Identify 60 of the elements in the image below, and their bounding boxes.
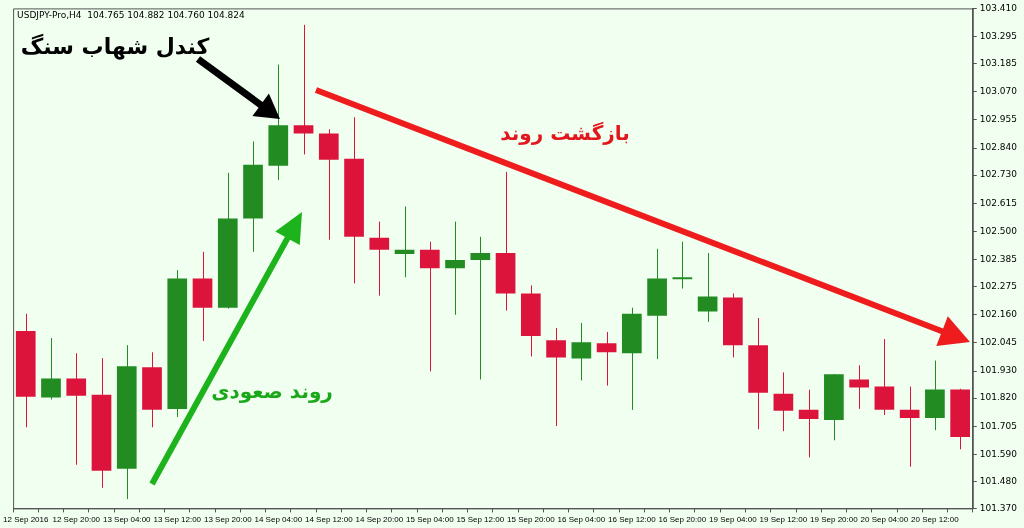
y-tick-label: 103.295 bbox=[979, 30, 1017, 41]
candlestick bbox=[419, 241, 440, 372]
x-tick-label: 13 Sep 20:00 bbox=[203, 515, 253, 525]
y-tick-label: 102.955 bbox=[979, 114, 1017, 125]
y-tick-label: 102.730 bbox=[979, 169, 1018, 180]
y-tick-label: 102.500 bbox=[979, 225, 1018, 236]
candlestick bbox=[66, 352, 87, 466]
x-tick-label: 16 Sep 04:00 bbox=[557, 515, 606, 525]
x-tick-label: 13 Sep 12:00 bbox=[153, 515, 202, 525]
candlestick bbox=[697, 252, 718, 323]
candlestick bbox=[672, 241, 693, 290]
y-tick-label: 102.615 bbox=[979, 197, 1017, 208]
y-tick-label: 102.045 bbox=[979, 337, 1017, 348]
candlestick bbox=[394, 205, 415, 278]
candlestick bbox=[874, 338, 895, 416]
x-tick-label: 19 Sep 12:00 bbox=[759, 515, 808, 525]
x-tick-label: 15 Sep 20:00 bbox=[507, 515, 556, 525]
candlestick bbox=[470, 236, 491, 380]
x-tick-label: 12 Sep 20:00 bbox=[52, 515, 101, 525]
x-tick-label: 19 Sep 04:00 bbox=[709, 515, 758, 525]
y-tick-label: 102.160 bbox=[979, 309, 1018, 320]
candlestick bbox=[849, 364, 869, 410]
x-tick-label: 19 Sep 20:00 bbox=[810, 515, 859, 525]
x-tick-label: 15 Sep 12:00 bbox=[456, 515, 505, 525]
candlestick bbox=[546, 327, 566, 427]
x-tick-label: 20 Sep 04:00 bbox=[860, 515, 909, 525]
candlestick bbox=[445, 221, 465, 316]
y-tick-label: 101.590 bbox=[979, 448, 1018, 459]
x-tick-label: 13 Sep 04:00 bbox=[102, 515, 152, 525]
y-tick-label: 102.840 bbox=[979, 142, 1018, 153]
candlestick bbox=[798, 389, 819, 458]
y-tick-label: 103.410 bbox=[979, 2, 1018, 13]
candlestick bbox=[41, 337, 61, 401]
y-tick-label: 101.705 bbox=[979, 420, 1017, 431]
y-tick-label: 103.185 bbox=[979, 57, 1017, 68]
x-tick-label: 14 Sep 20:00 bbox=[355, 515, 404, 525]
y-tick-label: 103.070 bbox=[979, 86, 1018, 97]
y-tick-label: 101.370 bbox=[979, 502, 1018, 513]
annotation: کندل شهاب سنگ bbox=[20, 32, 210, 60]
candlestick bbox=[369, 221, 390, 297]
x-tick-label: 20 Sep 12:00 bbox=[911, 515, 960, 525]
y-tick-label: 102.385 bbox=[979, 253, 1017, 264]
candlestick bbox=[899, 386, 920, 468]
x-tick-label: 12 Sep 2016 bbox=[3, 515, 49, 525]
candlestick bbox=[571, 322, 592, 381]
candlestick bbox=[596, 331, 617, 387]
candlestick bbox=[773, 371, 794, 432]
chart-title: USDJPY-Pro,H4 104.765 104.882 104.760 104.824 bbox=[17, 10, 245, 21]
y-tick-label: 102.275 bbox=[979, 280, 1017, 291]
x-tick-label: 16 Sep 12:00 bbox=[608, 515, 657, 525]
y-tick-label: 101.480 bbox=[979, 475, 1018, 486]
y-tick-label: 101.930 bbox=[979, 365, 1018, 376]
annotation: روند صعودی bbox=[211, 379, 333, 404]
candlestick bbox=[293, 24, 314, 155]
x-tick-label: 14 Sep 04:00 bbox=[254, 515, 303, 525]
y-tick-label: 101.820 bbox=[979, 392, 1018, 403]
x-tick-label: 14 Sep 12:00 bbox=[304, 515, 354, 525]
x-tick-label: 15 Sep 04:00 bbox=[406, 515, 455, 525]
annotation: بازگشت روند bbox=[500, 121, 630, 146]
x-tick-label: 16 Sep 20:00 bbox=[658, 515, 707, 525]
